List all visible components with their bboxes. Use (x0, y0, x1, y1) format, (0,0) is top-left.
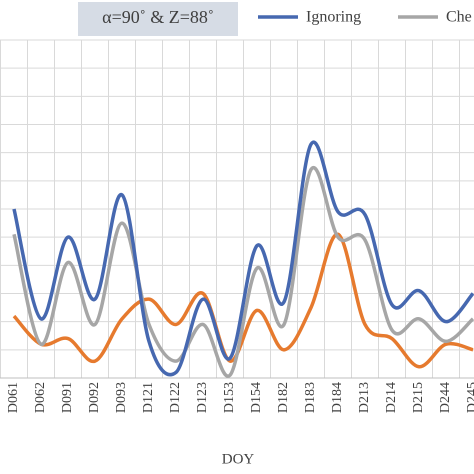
series-line (12, 232, 474, 369)
x-tick-label: D123 (195, 382, 210, 413)
legend-label: Ignoring (306, 9, 361, 26)
series-line (12, 140, 474, 377)
series-line (12, 165, 474, 378)
x-tick-label: D183 (303, 382, 318, 413)
x-tick-label: D215 (411, 382, 426, 413)
x-tick-label: D153 (222, 382, 237, 413)
x-tick-label: D213 (357, 382, 372, 413)
legend-label: Che (446, 9, 472, 26)
x-tick-label: D154 (249, 382, 264, 413)
x-tick-label: D062 (33, 382, 48, 413)
x-tick-label: D091 (60, 382, 75, 413)
x-tick-label: D092 (87, 382, 102, 413)
x-tick-label: D182 (276, 382, 291, 413)
chart-title: α=90˚ & Z=88˚ (102, 7, 214, 27)
x-axis-label: DOY (222, 451, 255, 467)
x-tick-label: D122 (168, 382, 183, 413)
x-tick-label: D061 (6, 382, 21, 413)
x-tick-label: D244 (438, 382, 453, 413)
x-tick-label: D214 (384, 382, 399, 413)
x-tick-label: D093 (114, 382, 129, 413)
x-tick-label: D245 (465, 382, 474, 413)
x-tick-label: D121 (141, 382, 156, 413)
title-box (78, 2, 238, 36)
x-tick-label: D184 (330, 382, 345, 413)
